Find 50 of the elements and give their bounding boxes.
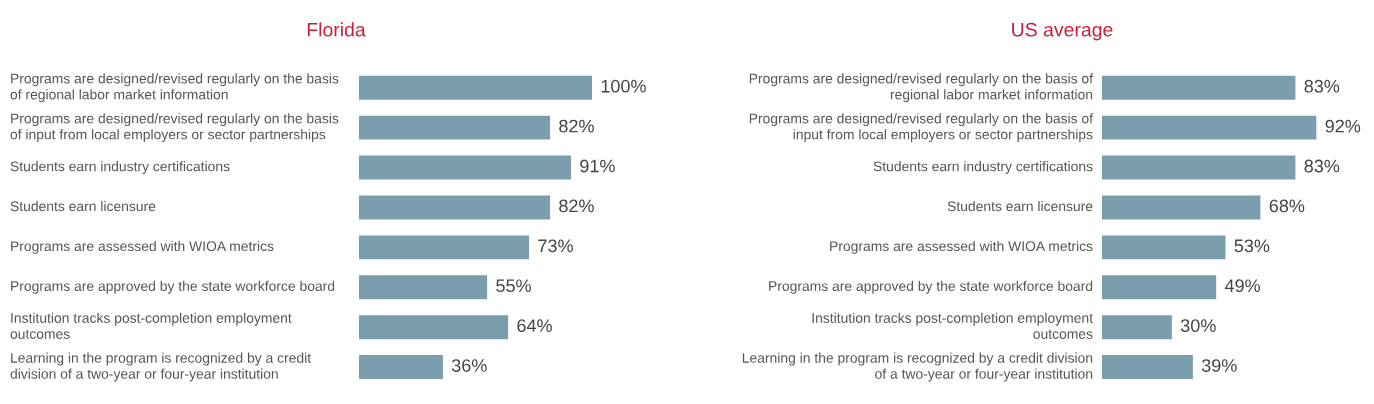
- bar: [359, 195, 551, 220]
- bar: [359, 275, 488, 300]
- y-tick-label: Programs are assessed with WIOA metrics: [830, 240, 1093, 254]
- data-label: 30%: [1180, 319, 1216, 333]
- data-label: 73%: [538, 239, 573, 253]
- bar: [1102, 275, 1217, 300]
- y-tick-label: Programs are approved by the state workforce board: [11, 280, 335, 294]
- y-tick-label: Students earn industry certifications: [873, 161, 1093, 175]
- bar: [359, 355, 443, 380]
- data-label: 55%: [496, 279, 531, 293]
- y-tick-label: Programs are approved by the state workforce board: [769, 280, 1093, 294]
- data-label: 49%: [1224, 279, 1260, 293]
- data-label: 92%: [1325, 119, 1361, 133]
- y-tick-label: Learning in the program is recognized by a credit division of a two-year or four-year institution: [742, 352, 1093, 382]
- data-label: 36%: [451, 359, 487, 372]
- data-label: 83%: [1304, 159, 1340, 173]
- y-tick-label: Learning in the program is recognized by a credit division of a two-year or four-year institution: [10, 352, 311, 382]
- data-label: 39%: [1201, 359, 1237, 372]
- bar: [1102, 235, 1226, 260]
- data-label: 68%: [1269, 199, 1305, 213]
- data-label: 53%: [1234, 239, 1270, 253]
- bar: [359, 235, 530, 260]
- y-tick-label: Programs are designed/revised regularly on the basis of input from local employers or sector partnerships: [10, 113, 339, 143]
- bar: [1102, 195, 1261, 220]
- bar: [359, 315, 509, 340]
- y-tick-label: Students earn industry certifications: [10, 161, 230, 175]
- y-tick-label: Programs are designed/revised regularly on the basis of input from local employers or sector partnerships: [749, 113, 1094, 143]
- data-label: 83%: [1304, 79, 1340, 93]
- bar: [1102, 315, 1172, 340]
- data-label: 82%: [559, 199, 594, 213]
- y-tick-label: Students earn licensure: [10, 200, 156, 212]
- bar: [1102, 115, 1317, 140]
- bar: [359, 115, 551, 140]
- data-label: 100%: [601, 79, 646, 93]
- chart-title: US average: [1012, 22, 1113, 41]
- y-tick-label: Institution tracks post-completion employment outcomes: [812, 312, 1093, 339]
- bar: [359, 75, 592, 100]
- bar: [1102, 75, 1296, 100]
- y-tick-label: Programs are designed/revised regularly on the basis of regional labor market information: [10, 73, 339, 103]
- y-tick-label: Programs are assessed with WIOA metrics: [11, 240, 274, 254]
- y-tick-label: Programs are designed/revised regularly on the basis of regional labor market information: [749, 73, 1094, 103]
- y-tick-label: Students earn licensure: [947, 200, 1093, 212]
- bar: [359, 155, 572, 180]
- data-label: 64%: [517, 319, 552, 333]
- data-label: 91%: [580, 159, 615, 173]
- bar: [1102, 355, 1193, 380]
- data-label: 82%: [559, 119, 594, 133]
- y-tick-label: Institution tracks post-completion employment outcomes: [10, 312, 292, 339]
- bar: [1102, 155, 1296, 180]
- chart-title: Florida: [307, 22, 366, 37]
